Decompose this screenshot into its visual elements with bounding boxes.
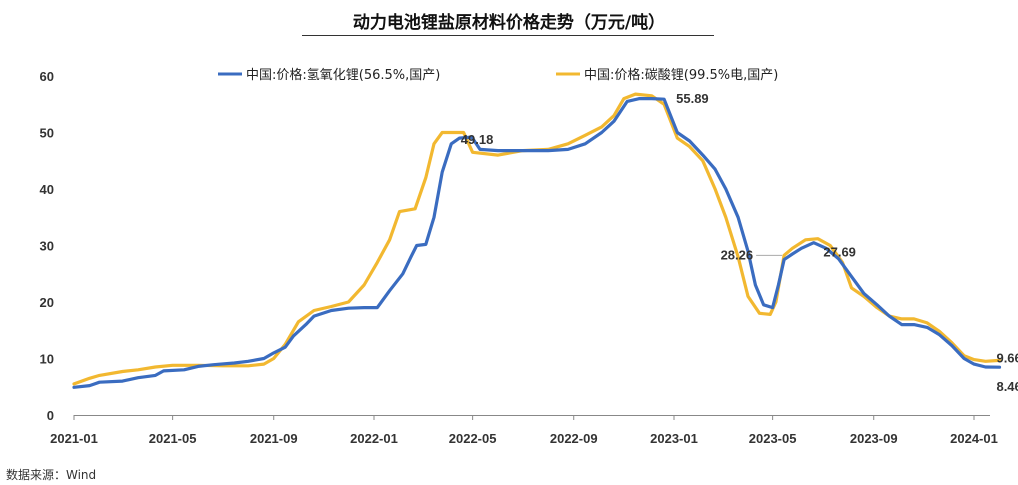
data-label: 8.46 <box>996 379 1018 394</box>
data-label: 55.89 <box>676 91 709 106</box>
y-axis-ticks: 0 10 20 30 40 50 60 <box>40 69 54 423</box>
data-label: 49.18 <box>461 132 494 147</box>
x-tick-label: 2021-01 <box>50 431 98 446</box>
x-tick-label: 2021-05 <box>149 431 197 446</box>
chart-title: 动力电池锂盐原材料价格走势（万元/吨） <box>352 13 666 33</box>
y-tick-label: 20 <box>40 295 54 310</box>
x-tick-label: 2022-05 <box>449 431 497 446</box>
data-label: 28.26 <box>721 247 754 262</box>
y-tick-label: 40 <box>40 182 54 197</box>
y-tick-label: 0 <box>47 408 54 423</box>
y-tick-label: 30 <box>40 239 54 254</box>
series-layer <box>72 92 1002 389</box>
x-axis-ticks: 2021-01 2021-05 2021-09 2022-01 2022-05 2022-… <box>50 415 998 446</box>
y-tick-label: 60 <box>40 69 54 84</box>
series-line-lithium-carbonate <box>72 92 1002 386</box>
title-underline <box>302 35 714 36</box>
legend: 中国:价格:氢氧化锂(56.5%,国产) 中国:价格:碳酸锂(99.5%电,国产) <box>218 67 778 83</box>
data-labels: 49.18 55.89 28.26 27.69 9.66 8.46 <box>461 91 1018 394</box>
y-tick-label: 50 <box>40 126 54 141</box>
series-line-lithium-hydroxide <box>72 97 1002 389</box>
y-tick-label: 10 <box>40 352 54 367</box>
x-tick-label: 2021-09 <box>250 431 298 446</box>
source-note: 数据来源：Wind <box>6 468 97 482</box>
x-tick-label: 2022-01 <box>350 431 398 446</box>
x-tick-label: 2024-01 <box>950 431 998 446</box>
x-tick-label: 2022-09 <box>550 431 598 446</box>
legend-label: 中国:价格:氢氧化锂(56.5%,国产) <box>246 67 440 83</box>
x-tick-label: 2023-01 <box>650 431 698 446</box>
x-tick-label: 2023-05 <box>749 431 797 446</box>
legend-label: 中国:价格:碳酸锂(99.5%电,国产) <box>584 67 778 83</box>
data-label: 9.66 <box>996 350 1018 365</box>
data-label: 27.69 <box>823 245 856 260</box>
x-tick-label: 2023-09 <box>850 431 898 446</box>
